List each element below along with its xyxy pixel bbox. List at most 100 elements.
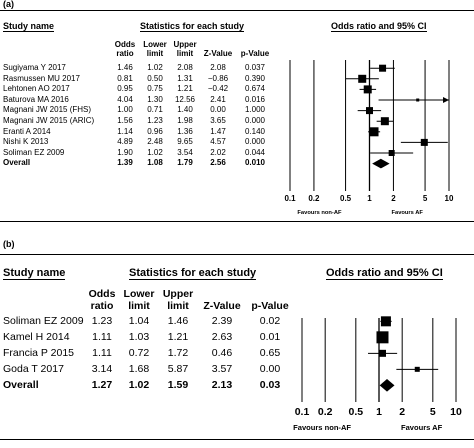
upper-limit-value: 1.98	[177, 116, 193, 125]
odds-ratio-value: 1.56	[117, 116, 133, 125]
p-value: 0.000	[244, 137, 266, 147]
lower-limit-value: 0.96	[147, 126, 163, 136]
pooled-estimate-diamond	[379, 379, 395, 392]
p-value: 0.390	[244, 73, 266, 83]
forest-plot-area: 0.1 0.2 0.5 1 2 5 10 Favours non-AF Favours AF	[293, 316, 462, 432]
z-value: 2.02	[210, 147, 226, 157]
plot-title: Odds ratio and 95% CI	[331, 21, 427, 32]
point-estimate-square	[380, 316, 391, 327]
tick-label: 1	[367, 194, 372, 203]
panel-label: (a)	[3, 0, 14, 9]
study-name: Magnani JW 2015 (FHS)	[3, 105, 92, 115]
col-header-p-value: p-Value	[251, 300, 289, 312]
point-estimate-square	[378, 349, 386, 357]
study-name: Goda T 2017	[3, 362, 64, 375]
p-value: 0.01	[259, 330, 281, 343]
upper-limit-value: 1.72	[167, 346, 189, 359]
p-value: 0.037	[244, 63, 266, 72]
point-estimate-square	[380, 117, 389, 126]
lower-limit-value: 2.48	[147, 137, 163, 147]
odds-ratio-value: 1.23	[91, 314, 113, 327]
z-value: 4.57	[210, 137, 226, 147]
panel-frame	[0, 254, 474, 440]
odds-ratio-value: 4.04	[117, 94, 133, 104]
tick-label: 0.2	[308, 194, 320, 203]
study-name: Lehtonen AO 2017	[3, 84, 70, 94]
z-value: −0.86	[207, 73, 229, 83]
study-name: Eranti A 2014	[3, 126, 51, 136]
p-value: 0.140	[244, 126, 266, 136]
study-name: Soliman EZ 2009	[3, 147, 65, 157]
lower-limit-value: 1.23	[147, 116, 163, 125]
study-name: Francia P 2015	[3, 346, 75, 359]
odds-ratio-value: 1.46	[117, 63, 133, 72]
odds-ratio-value: 1.11	[92, 346, 112, 359]
odds-ratio-value: 1.39	[117, 158, 133, 168]
col-header-z-value: Z-Value	[203, 300, 241, 312]
z-value: 0.00	[210, 105, 226, 115]
p-value: 0.000	[244, 116, 266, 125]
study-name-header: Study name	[3, 21, 55, 32]
lower-limit-value: 0.50	[147, 73, 163, 83]
tick-label: 0.1	[284, 194, 296, 203]
col-header-upper-limit: Upper limit	[170, 40, 200, 58]
col-header-lower-limit-line1: Lower	[143, 40, 167, 49]
col-header-odds-ratio-line1: Odds	[88, 288, 116, 300]
tick-label: 2	[391, 194, 396, 203]
upper-limit-value: 1.79	[177, 158, 193, 168]
lower-limit-value: 0.72	[128, 346, 150, 359]
col-header-upper-limit: Upper limit	[160, 288, 196, 312]
col-header-lower-limit: Lower limit	[121, 288, 157, 312]
z-value: 2.08	[210, 63, 226, 72]
overall-label: Overall	[3, 378, 39, 391]
study-name: Nishi K 2013	[3, 137, 49, 147]
tick-label: 1	[376, 406, 382, 418]
lower-limit-value: 1.30	[147, 94, 163, 104]
study-name: Baturova MA 2016	[3, 94, 69, 104]
favours-left-label: Favours non-AF	[297, 210, 342, 216]
tick-label: 0.1	[295, 406, 310, 418]
odds-ratio-value: 1.90	[117, 147, 133, 157]
z-value: 2.41	[210, 94, 226, 104]
study-name: Sugiyama Y 2017	[3, 63, 66, 72]
forest-plot-area: 0.1 0.2 0.5 1 2 5 10 Favours non-AF Favours AF	[284, 60, 454, 216]
col-header-upper-limit-line1: Upper	[162, 288, 194, 300]
col-header-odds-ratio-line1: Odds	[114, 40, 136, 49]
lower-limit-value: 1.08	[147, 158, 163, 168]
lower-limit-value: 0.75	[147, 84, 163, 94]
statistics-header: Statistics for each study	[140, 21, 245, 32]
p-value: 0.03	[259, 378, 281, 391]
lower-limit-value: 1.03	[128, 330, 150, 343]
z-value: 0.46	[211, 346, 233, 359]
upper-limit-value: 12.56	[174, 94, 196, 104]
point-estimate-square	[366, 107, 373, 115]
upper-limit-value: 1.21	[167, 330, 189, 343]
favours-right-label: Favours AF	[401, 423, 443, 432]
tick-label: 2	[399, 406, 405, 418]
p-value: 0.00	[259, 362, 281, 375]
p-value: 0.02	[259, 314, 281, 327]
z-value: 2.13	[211, 378, 233, 391]
z-value: 3.65	[210, 116, 226, 125]
z-value: 2.56	[210, 158, 226, 168]
lower-limit-value: 1.04	[128, 314, 150, 327]
panel-frame	[0, 10, 474, 222]
forest-plot-panel-a: (a) Study name Statistics for each study…	[0, 0, 474, 222]
p-value: 0.65	[259, 346, 281, 359]
col-header-odds-ratio: Odds ratio	[110, 40, 140, 58]
odds-ratio-value: 0.81	[117, 73, 133, 83]
upper-limit-value: 1.40	[177, 105, 193, 115]
col-header-upper-limit-line2: limit	[176, 49, 194, 58]
ci-arrow	[443, 97, 449, 103]
upper-limit-value: 2.08	[177, 63, 193, 72]
col-header-lower-limit-line2: limit	[128, 300, 150, 312]
point-estimate-square	[388, 150, 395, 156]
upper-limit-value: 9.65	[177, 137, 193, 147]
point-estimate-square	[376, 331, 389, 344]
point-estimate-square	[416, 98, 420, 102]
point-estimate-square	[358, 74, 367, 83]
p-value: 0.674	[244, 84, 266, 94]
z-value: 2.63	[211, 330, 233, 343]
point-estimate-square	[363, 85, 372, 94]
z-value: 1.47	[210, 126, 226, 136]
